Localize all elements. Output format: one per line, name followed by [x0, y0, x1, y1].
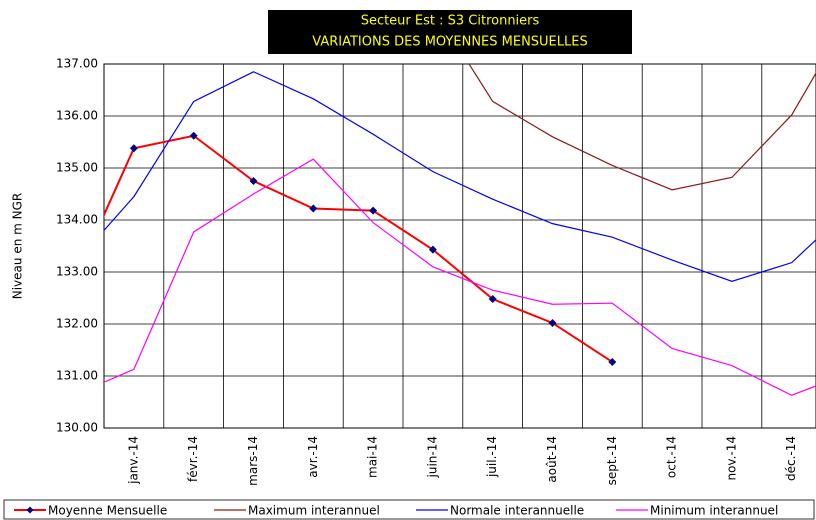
- series-line: [104, 71, 816, 282]
- data-point: [428, 245, 437, 254]
- title-box: [268, 10, 632, 54]
- data-point: [129, 144, 138, 153]
- x-tick-label: nov.-14: [724, 436, 738, 481]
- data-point: [548, 318, 557, 327]
- series-line: [104, 158, 816, 396]
- x-tick-label: mars-14: [246, 436, 260, 486]
- x-tick-label: juin-14: [425, 436, 439, 478]
- legend-label: Normale interannuelle: [450, 504, 584, 518]
- y-tick-label: 136.00: [56, 109, 98, 123]
- data-point: [309, 204, 318, 213]
- x-tick-label: avr.-14: [306, 436, 320, 478]
- data-point: [189, 131, 198, 140]
- x-tick-label: juil.-14: [485, 436, 499, 478]
- plot-border: [103, 63, 816, 429]
- y-tick-label: 132.00: [56, 317, 98, 331]
- data-point: [249, 177, 258, 185]
- chart-title: Secteur Est : S3 Citronniers: [361, 14, 540, 29]
- chart-subtitle: VARIATIONS DES MOYENNES MENSUELLES: [312, 35, 587, 50]
- data-point: [488, 295, 497, 304]
- legend-box: [3, 499, 815, 520]
- legend-label: Maximum interannuel: [248, 504, 380, 518]
- data-point: [369, 206, 378, 215]
- x-tick-label: janv.-14: [126, 436, 140, 485]
- x-tick-label: août-14: [545, 436, 559, 483]
- y-tick-label: 131.00: [56, 369, 98, 383]
- y-tick-label: 130.00: [56, 421, 98, 435]
- data-point: [608, 357, 617, 366]
- x-tick-label: mai-14: [366, 436, 380, 478]
- y-tick-label: 134.00: [56, 213, 98, 227]
- x-tick-label: oct.-14: [665, 436, 679, 478]
- y-tick-label: 133.00: [56, 265, 98, 279]
- plot-area: [70, 64, 816, 396]
- data-point: [70, 277, 78, 285]
- series-line: [104, 134, 613, 363]
- x-tick-label: sept.-14: [605, 436, 619, 485]
- y-tick-label: 135.00: [56, 161, 98, 175]
- legend-label: Moyenne Mensuelle: [48, 504, 167, 518]
- series-line: [468, 64, 816, 191]
- legend-label: Minimum interannuel: [650, 504, 778, 518]
- y-axis-label: Niveau en m NGR: [11, 193, 25, 300]
- x-tick-label: déc.-14: [784, 436, 798, 481]
- y-tick-label: 137.00: [56, 57, 98, 71]
- legend-marker: [26, 506, 34, 514]
- x-tick-label: févr.-14: [186, 436, 200, 482]
